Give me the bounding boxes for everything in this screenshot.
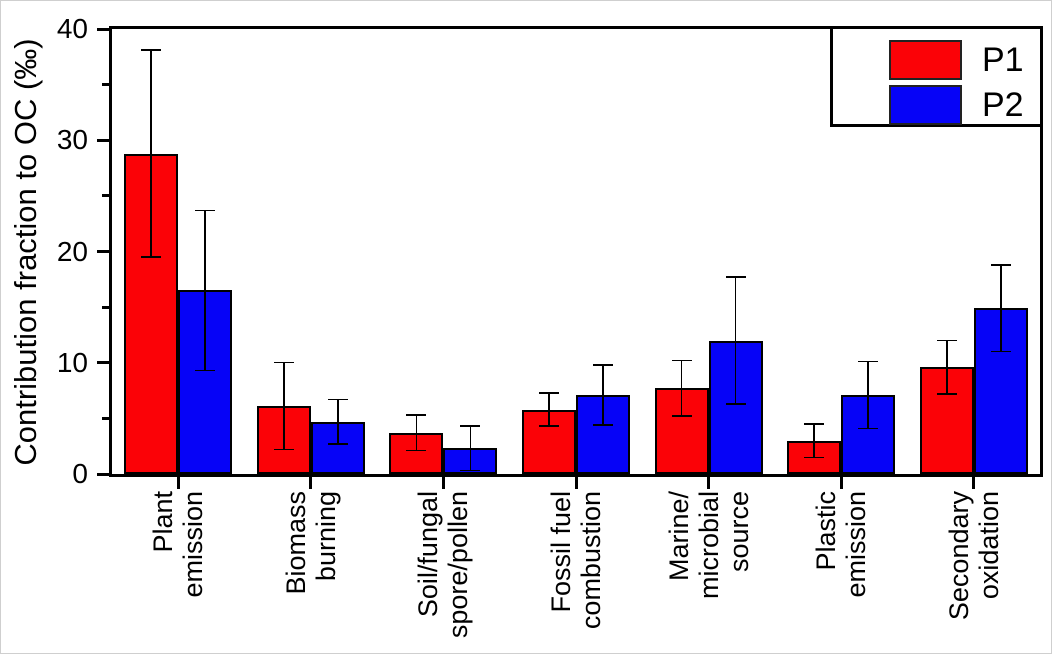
x-category-label-line: Plastic — [811, 491, 842, 571]
error-bar-p2-1 — [337, 399, 339, 444]
error-bar-p2-2 — [469, 426, 472, 471]
error-bar-cap — [327, 398, 348, 401]
y-tick-label: 0 — [72, 458, 88, 489]
x-category-label-line: combustion — [576, 491, 606, 630]
bar-p2-0 — [178, 290, 233, 474]
error-bar-cap — [460, 425, 481, 427]
error-bar-cap — [460, 469, 481, 472]
x-category-label: Secondary oxidation — [944, 491, 1004, 651]
error-bar-cap — [195, 369, 216, 372]
error-bar-cap — [725, 403, 746, 405]
x-tick — [839, 477, 843, 489]
x-tick — [441, 477, 445, 489]
legend-label: P1 — [982, 41, 1024, 79]
x-category-label-line: Soil/fungal — [413, 491, 444, 618]
error-bar-cap — [593, 364, 613, 366]
y-major-tick — [97, 138, 109, 142]
x-category-label-line: emission — [178, 491, 209, 598]
x-category-label-line: source — [723, 491, 754, 573]
y-major-tick — [97, 361, 109, 365]
y-minor-tick — [102, 194, 109, 198]
error-bar-cap — [990, 264, 1011, 266]
error-bar-cap — [195, 209, 216, 212]
legend-item-p1: P1 — [889, 40, 1040, 80]
error-bar-cap — [406, 449, 427, 452]
error-bar-cap — [141, 49, 162, 51]
y-tick-label: 30 — [56, 124, 88, 156]
error-bar-p2-5 — [867, 361, 869, 429]
x-tick — [972, 477, 976, 489]
error-bar-p2-3 — [602, 365, 604, 426]
x-tick — [707, 477, 711, 489]
error-bar-p1-0 — [150, 50, 153, 257]
y-major-tick — [97, 250, 109, 253]
error-bar-p1-6 — [945, 340, 948, 394]
error-bar-cap — [141, 256, 162, 258]
error-bar-cap — [406, 414, 427, 416]
y-minor-tick — [102, 83, 109, 87]
x-category-label-line: burning — [310, 491, 341, 582]
error-bar-cap — [273, 448, 294, 451]
plot-area — [112, 29, 1040, 474]
error-bar-p2-0 — [204, 210, 207, 371]
legend-label: P2 — [982, 86, 1024, 124]
x-category-label: Fossil fuel combustion — [546, 491, 606, 651]
x-category-label-line: Biomass — [280, 491, 311, 595]
error-bar-cap — [671, 359, 692, 362]
y-tick-label: 20 — [56, 235, 88, 267]
x-category-label: Marine/microbial source — [664, 491, 754, 651]
error-bar-cap — [593, 424, 613, 426]
error-bar-cap — [858, 360, 879, 363]
error-bar-cap — [539, 425, 559, 427]
x-category-label: Biomass burning — [281, 491, 341, 651]
x-category-label: Plant emission — [148, 491, 208, 651]
x-category-label-line: Secondary — [943, 491, 974, 621]
x-category-label: Plastic emission — [811, 491, 871, 651]
error-bar-cap — [273, 361, 294, 364]
error-bar-cap — [539, 392, 559, 394]
error-bar-cap — [804, 456, 825, 459]
x-category-label-line: Marine/ — [663, 491, 694, 582]
y-tick-label: 40 — [56, 13, 88, 44]
error-bar-cap — [858, 427, 879, 430]
error-bar-cap — [671, 415, 692, 417]
x-tick — [176, 477, 180, 489]
legend-swatch-p1 — [889, 40, 962, 80]
x-category-label-line: microbial — [693, 491, 724, 600]
bar-p1-3 — [522, 409, 576, 474]
error-bar-p2-4 — [734, 277, 737, 404]
y-minor-tick — [102, 416, 109, 420]
error-bar-p2-6 — [999, 264, 1002, 352]
y-minor-tick — [102, 305, 109, 309]
y-major-tick — [97, 27, 109, 31]
x-tick — [574, 477, 578, 489]
error-bar-p1-2 — [415, 415, 418, 451]
error-bar-p1-3 — [548, 392, 550, 427]
error-bar-p1-1 — [283, 362, 285, 450]
error-bar-p1-4 — [680, 360, 683, 417]
x-tick — [309, 477, 313, 489]
x-category-label-line: spore/pollen — [443, 491, 474, 639]
error-bar-cap — [327, 443, 348, 445]
x-category-label-line: Fossil fuel — [546, 491, 576, 613]
x-category-label: Soil/fungal spore/pollen — [413, 491, 473, 651]
error-bar-cap — [936, 393, 957, 395]
error-bar-cap — [804, 423, 825, 425]
legend-item-p2: P2 — [889, 85, 1040, 125]
legend-swatch-p2 — [889, 85, 962, 125]
error-bar-cap — [725, 276, 746, 278]
legend: P1 P2 — [830, 26, 1043, 127]
y-tick-label: 10 — [56, 346, 88, 378]
error-bar-cap — [990, 350, 1011, 353]
error-bar-cap — [936, 339, 957, 342]
error-bar-p1-5 — [813, 423, 815, 458]
x-category-label-line: oxidation — [973, 491, 1004, 600]
y-major-tick — [97, 472, 109, 476]
x-category-label-line: Plant — [148, 491, 179, 553]
x-category-label-line: emission — [841, 491, 872, 598]
